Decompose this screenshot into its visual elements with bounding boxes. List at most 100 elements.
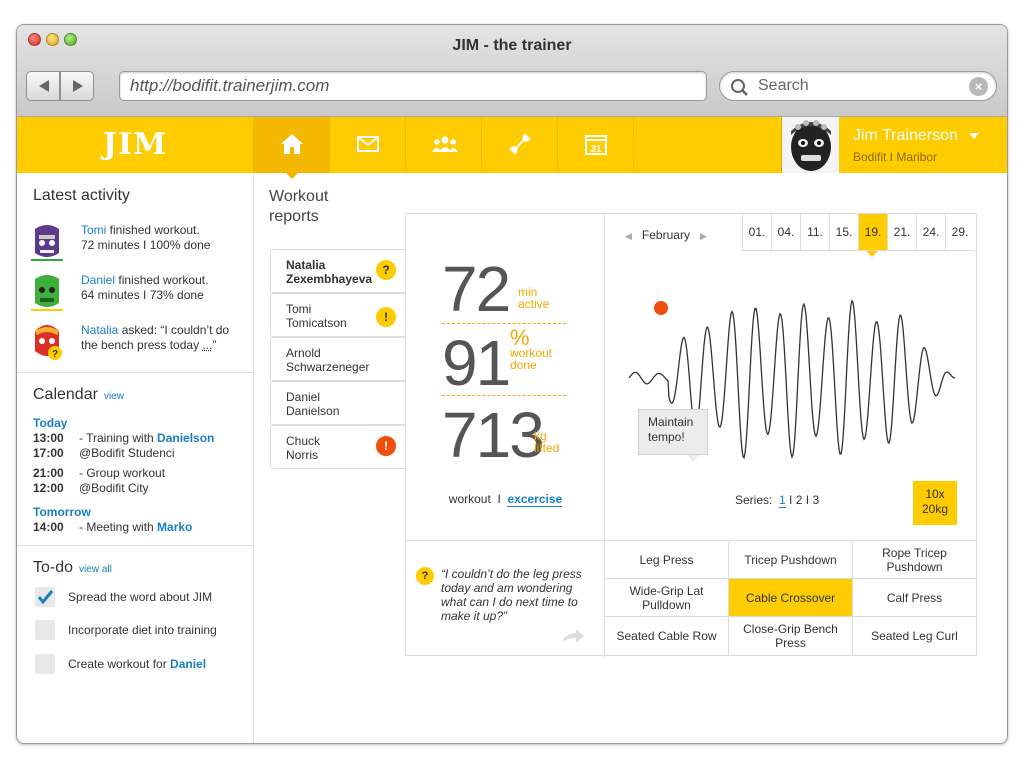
tooltip-line1: Maintain (648, 415, 694, 429)
calendar-view-link[interactable]: view (103, 391, 124, 402)
stat-divider (442, 395, 566, 396)
question-badge-icon: ? (376, 260, 396, 280)
tab-messages[interactable] (329, 117, 405, 173)
calendar-day-label: 31 (590, 144, 602, 155)
weight-reps: 10x (925, 487, 945, 501)
svg-text:?: ? (52, 349, 58, 360)
date-tab[interactable]: 15. (829, 214, 858, 251)
date-tab[interactable]: 21. (887, 214, 916, 251)
natalia-avatar-icon: ? (35, 325, 62, 360)
event-time: 13:00 (33, 431, 64, 445)
user-menu[interactable]: Jim Trainerson Bodifit I Maribor (781, 117, 1007, 173)
exercise-cell[interactable]: Wide-Grip Lat Pulldown (605, 579, 729, 617)
series-selector: Series: 1 I 2 I 3 (735, 493, 820, 508)
tab-calendar[interactable]: 31 (557, 117, 633, 173)
person-last-name: Norris (286, 448, 318, 462)
person-first-name: Daniel (286, 390, 321, 404)
series-3-link[interactable]: 3 (812, 493, 820, 507)
person-item-tomi[interactable]: Tomi Tomicatson ! (270, 293, 406, 337)
tooltip-arrow (687, 455, 699, 462)
url-input[interactable]: http://bodifit.trainerjim.com (119, 71, 707, 101)
chevron-down-icon[interactable] (969, 133, 979, 139)
mail-icon (357, 136, 379, 152)
stat-divider (442, 323, 566, 324)
minimize-window-button[interactable] (46, 33, 59, 46)
todo-checkbox[interactable] (35, 620, 55, 640)
jim-logo[interactable]: JIM (102, 127, 168, 162)
exercise-cell[interactable]: Seated Leg Curl (871, 629, 958, 643)
user-avatar-icon (791, 120, 831, 171)
exercise-cell[interactable]: Seated Cable Row (605, 617, 729, 655)
event-person-link[interactable]: Danielson (157, 431, 215, 445)
user-location: Bodifit I Maribor (853, 150, 938, 164)
series-1-link[interactable]: 1 (779, 493, 786, 508)
exercise-cell[interactable]: Calf Press (853, 579, 976, 617)
calendar-today-label: Today (33, 416, 68, 430)
zoom-window-button[interactable] (64, 33, 77, 46)
comment-text: “I couldn’t do the leg press today and a… (441, 567, 582, 623)
todo-person-link[interactable]: Daniel (170, 657, 207, 671)
todo-checkbox[interactable] (35, 654, 55, 674)
tab-workouts[interactable] (481, 117, 557, 173)
calendar-event[interactable]: 21:00 - Group workout (33, 466, 165, 480)
exercise-grid: Leg Press Tricep Pushdown Rope Tricep Pu… (605, 540, 976, 655)
kg-unit: kg lifted (534, 429, 560, 455)
month-selector[interactable]: ◀ February ▶ (625, 228, 707, 242)
user-name: Jim Trainerson (853, 127, 958, 144)
date-tab[interactable]: 04. (771, 214, 800, 251)
person-item-natalia[interactable]: Natalia Zexembhayeva ? (270, 249, 407, 293)
activity-user-link[interactable]: Daniel (81, 273, 116, 287)
view-switch: workout I excercise (406, 492, 605, 507)
series-2-link[interactable]: 2 (795, 493, 803, 507)
reply-arrow-icon[interactable] (562, 629, 584, 643)
calendar-event[interactable]: 14:00 - Meeting with Marko (33, 520, 192, 534)
close-window-button[interactable] (28, 33, 41, 46)
calendar-event[interactable]: 17:00 @Bodifit Studenci (33, 446, 175, 460)
person-item-chuck[interactable]: Chuck Norris ! (270, 425, 406, 469)
todo-view-all-link[interactable]: view all (79, 564, 112, 575)
forward-button[interactable] (60, 71, 94, 101)
clear-search-icon[interactable]: × (969, 77, 988, 96)
workout-link[interactable]: workout I (448, 492, 508, 506)
date-tab[interactable]: 01. (742, 214, 771, 251)
activity-more-link[interactable]: ... (202, 338, 213, 352)
search-input[interactable]: Search × (719, 71, 997, 101)
window-title: JIM - the trainer (452, 37, 572, 54)
sidebar-divider (17, 372, 254, 373)
sidebar: Latest activity Tomi finished workout. 7… (17, 173, 254, 743)
activity-user-link[interactable]: Tomi (81, 223, 107, 237)
exercise-cell[interactable]: Close-Grip Bench Press (729, 617, 853, 655)
tempo-waveform (628, 299, 956, 460)
tooltip-line2: tempo! (648, 430, 685, 444)
daniel-avatar-icon (31, 275, 63, 311)
activity-user-link[interactable]: Natalia (81, 323, 119, 337)
back-button[interactable] (26, 71, 60, 101)
todo-checkbox-checked[interactable] (35, 587, 55, 607)
tab-home[interactable] (253, 117, 329, 179)
dumbbell-icon (509, 133, 531, 155)
person-item-arnold[interactable]: Arnold Schwarzeneger (270, 337, 406, 381)
exercise-cell[interactable]: Leg Press (605, 541, 729, 579)
user-avatar[interactable] (781, 117, 839, 173)
person-last-name: Schwarzeneger (286, 360, 370, 374)
person-item-daniel[interactable]: Daniel Danielson (270, 381, 406, 425)
date-tab[interactable]: 11. (800, 214, 829, 251)
exercise-link[interactable]: excercise (507, 492, 563, 507)
kg-value: 713 (442, 399, 545, 471)
comment-box: ? “I couldn’t do the leg press today and… (406, 540, 605, 657)
event-time: 14:00 (33, 520, 64, 534)
next-month-icon[interactable]: ▶ (699, 231, 707, 241)
date-tab[interactable]: 24. (916, 214, 945, 251)
tab-clients[interactable] (405, 117, 481, 173)
todo-label: Create workout for (68, 657, 171, 671)
date-tab[interactable]: 29. (945, 214, 974, 251)
exercise-cell[interactable]: Rope Tricep Pushdown (853, 541, 976, 579)
prev-month-icon[interactable]: ◀ (625, 231, 632, 241)
calendar-event[interactable]: 13:00 - Training with Danielson (33, 431, 214, 445)
exercise-cell[interactable]: Tricep Pushdown (729, 541, 853, 579)
exercise-cell-selected[interactable]: Cable Crossover (729, 579, 853, 617)
calendar-event[interactable]: 12:00 @Bodifit City (33, 481, 149, 495)
date-tab-selected[interactable]: 19. (858, 214, 887, 251)
month-label: February (641, 228, 690, 242)
event-person-link[interactable]: Marko (157, 520, 193, 534)
